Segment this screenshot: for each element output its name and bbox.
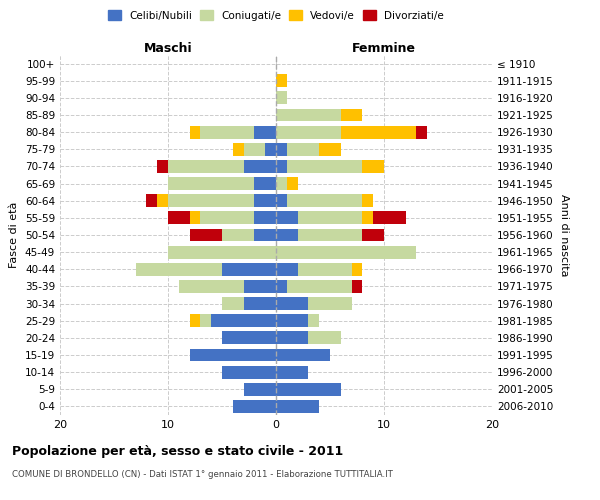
Bar xyxy=(308,314,319,327)
Bar xyxy=(276,177,287,190)
Bar xyxy=(319,143,341,156)
Bar xyxy=(276,194,287,207)
Bar xyxy=(308,332,341,344)
Bar xyxy=(190,126,200,138)
Bar xyxy=(276,400,319,413)
Bar xyxy=(265,143,276,156)
Bar xyxy=(136,263,222,276)
Bar xyxy=(157,194,168,207)
Bar xyxy=(287,194,362,207)
Bar xyxy=(222,228,254,241)
Bar xyxy=(276,228,298,241)
Y-axis label: Anni di nascita: Anni di nascita xyxy=(559,194,569,276)
Bar xyxy=(341,126,416,138)
Bar xyxy=(222,297,244,310)
Bar xyxy=(244,280,276,293)
Bar xyxy=(222,366,276,378)
Bar xyxy=(276,246,416,258)
Bar xyxy=(287,160,362,173)
Bar xyxy=(362,194,373,207)
Bar xyxy=(362,212,373,224)
Bar xyxy=(276,92,287,104)
Bar xyxy=(244,143,265,156)
Bar xyxy=(254,194,276,207)
Bar xyxy=(222,332,276,344)
Text: Maschi: Maschi xyxy=(143,42,193,55)
Bar xyxy=(190,314,200,327)
Bar xyxy=(276,297,308,310)
Text: COMUNE DI BRONDELLO (CN) - Dati ISTAT 1° gennaio 2011 - Elaborazione TUTTITALIA.: COMUNE DI BRONDELLO (CN) - Dati ISTAT 1°… xyxy=(12,470,393,479)
Bar xyxy=(254,228,276,241)
Bar xyxy=(298,263,352,276)
Text: Femmine: Femmine xyxy=(352,42,416,55)
Bar xyxy=(211,314,276,327)
Bar xyxy=(276,348,330,362)
Y-axis label: Fasce di età: Fasce di età xyxy=(10,202,19,268)
Bar xyxy=(168,177,254,190)
Bar xyxy=(168,194,254,207)
Bar xyxy=(276,108,341,122)
Bar xyxy=(276,126,341,138)
Bar xyxy=(276,314,308,327)
Bar xyxy=(287,177,298,190)
Bar xyxy=(244,160,276,173)
Bar xyxy=(276,74,287,87)
Bar xyxy=(276,366,308,378)
Bar xyxy=(276,263,298,276)
Bar xyxy=(254,212,276,224)
Bar xyxy=(233,400,276,413)
Bar xyxy=(190,348,276,362)
Bar xyxy=(146,194,157,207)
Bar xyxy=(200,212,254,224)
Bar xyxy=(287,143,319,156)
Bar xyxy=(276,212,298,224)
Bar xyxy=(362,228,384,241)
Legend: Celibi/Nubili, Coniugati/e, Vedovi/e, Divorziati/e: Celibi/Nubili, Coniugati/e, Vedovi/e, Di… xyxy=(104,6,448,25)
Bar xyxy=(298,212,362,224)
Bar xyxy=(276,332,308,344)
Bar xyxy=(254,126,276,138)
Bar xyxy=(200,314,211,327)
Bar xyxy=(254,177,276,190)
Bar xyxy=(168,246,276,258)
Bar xyxy=(168,212,190,224)
Bar xyxy=(157,160,168,173)
Bar xyxy=(352,280,362,293)
Bar xyxy=(276,160,287,173)
Bar xyxy=(352,263,362,276)
Bar xyxy=(341,108,362,122)
Bar xyxy=(168,160,244,173)
Bar xyxy=(233,143,244,156)
Bar xyxy=(190,212,200,224)
Bar xyxy=(276,383,341,396)
Text: Popolazione per età, sesso e stato civile - 2011: Popolazione per età, sesso e stato civil… xyxy=(12,445,343,458)
Bar xyxy=(244,297,276,310)
Bar xyxy=(244,383,276,396)
Bar xyxy=(190,228,222,241)
Bar xyxy=(276,280,287,293)
Bar xyxy=(179,280,244,293)
Bar xyxy=(276,143,287,156)
Bar xyxy=(416,126,427,138)
Bar xyxy=(308,297,352,310)
Bar xyxy=(287,280,352,293)
Bar xyxy=(200,126,254,138)
Bar xyxy=(373,212,406,224)
Bar xyxy=(298,228,362,241)
Bar xyxy=(222,263,276,276)
Bar xyxy=(362,160,384,173)
